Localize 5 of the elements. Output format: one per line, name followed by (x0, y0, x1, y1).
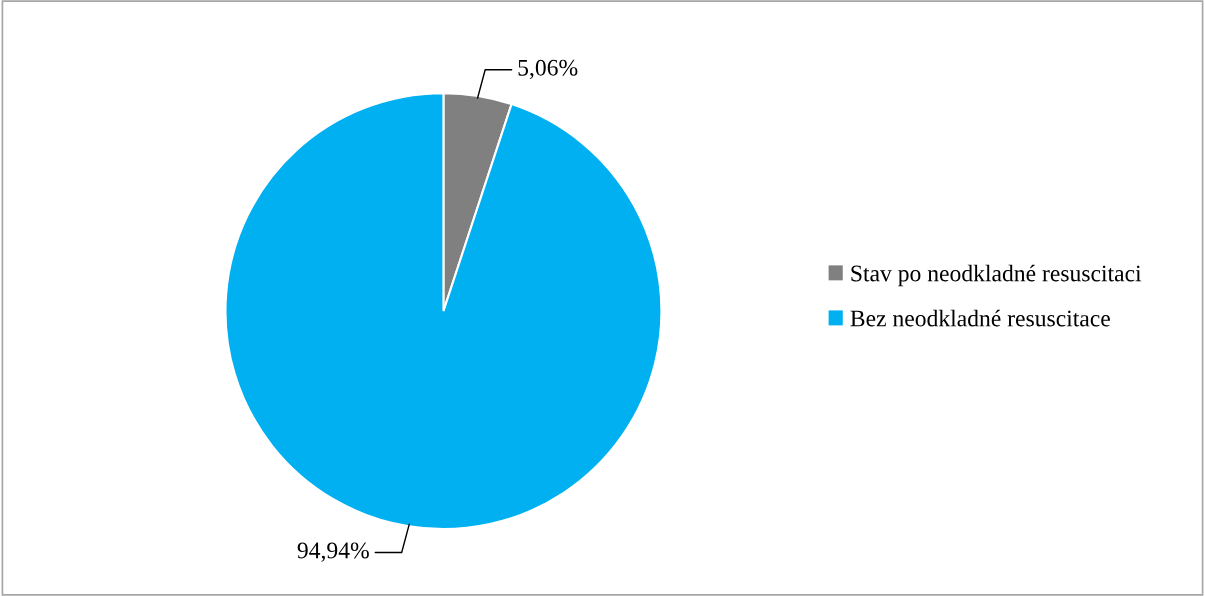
legend-label: Bez neodkladné resuscitace (850, 309, 1110, 327)
data-label: 5,06% (518, 59, 578, 80)
data-label: 94,94% (297, 542, 369, 562)
legend-label: Stav po neodkladné resuscitaci (851, 264, 1142, 287)
pie-slice (224, 92, 663, 531)
